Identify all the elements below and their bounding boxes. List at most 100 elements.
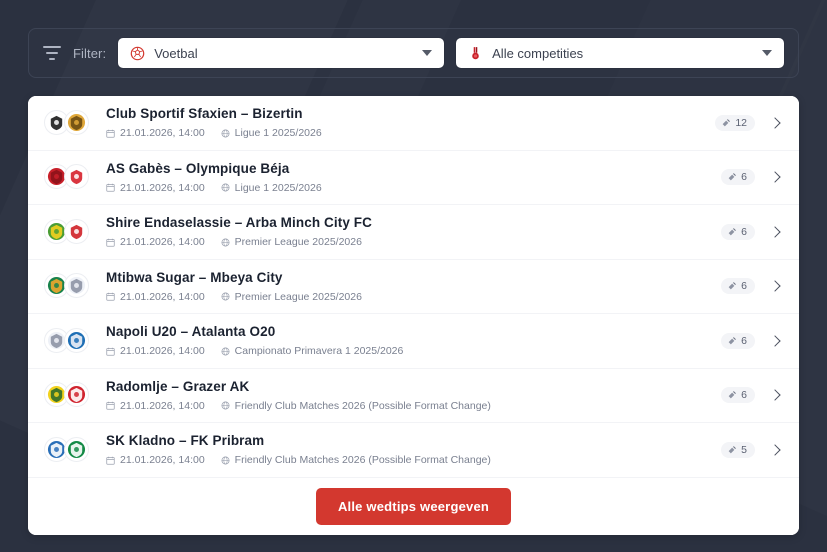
tips-count: 12 [735, 116, 747, 129]
team-logos [44, 436, 92, 463]
row-actions: 6 [721, 278, 781, 295]
tips-count: 5 [741, 443, 747, 456]
chevron-down-icon [762, 50, 772, 56]
chevron-right-icon[interactable] [769, 389, 781, 401]
filter-bar: Filter: Voetbal Alle competities [28, 28, 799, 78]
match-info: AS Gabès – Olympique Béja 21.01.2026, 14:… [106, 161, 721, 194]
team-logos [44, 109, 92, 136]
chevron-down-icon [422, 50, 433, 56]
tips-count-badge: 6 [721, 387, 755, 404]
away-team-logo [64, 164, 89, 190]
match-info: Napoli U20 – Atalanta O20 21.01.2026, 14:… [106, 324, 721, 357]
table-row[interactable]: Club Sportif Sfaxien – Bizertin 21.01.202… [28, 96, 799, 151]
match-info: SK Kladno – FK Pribram 21.01.2026, 14:00 F… [106, 433, 721, 466]
soccer-ball-icon [130, 46, 145, 60]
chevron-right-icon[interactable] [769, 171, 781, 183]
match-info: Shire Endaselassie – Arba Minch City FC 2… [106, 215, 721, 248]
away-team-logo [64, 382, 89, 408]
table-row[interactable]: Radomlje – Grazer AK 21.01.2026, 14:00 Fri… [28, 368, 799, 423]
team-logos [44, 273, 92, 299]
tips-count-badge: 6 [721, 169, 755, 186]
globe-icon [221, 238, 230, 247]
tips-count: 6 [741, 225, 747, 238]
row-actions: 6 [721, 332, 781, 349]
calendar-icon [106, 129, 115, 138]
match-date: 21.01.2026, 14:00 [120, 181, 205, 194]
tips-icon [728, 282, 737, 290]
globe-icon [221, 183, 230, 192]
tips-icon [728, 391, 737, 399]
tips-icon [728, 445, 737, 454]
funnel-icon [43, 46, 61, 60]
away-team-logo [64, 436, 89, 462]
table-row[interactable]: Mtibwa Sugar – Mbeya City 21.01.2026, 14:… [28, 259, 799, 314]
table-row[interactable]: Napoli U20 – Atalanta O20 21.01.2026, 14:… [28, 314, 799, 369]
match-meta: 21.01.2026, 14:00 Premier League 2025/202… [106, 236, 721, 248]
calendar-icon [106, 238, 115, 247]
competition-select-value: Alle competities [492, 45, 584, 61]
tips-count-badge: 6 [721, 278, 755, 295]
match-info: Club Sportif Sfaxien – Bizertin 21.01.202… [106, 106, 715, 139]
table-row[interactable]: AS Gabès – Olympique Béja 21.01.2026, 14:… [28, 150, 799, 205]
match-teams: Club Sportif Sfaxien – Bizertin [106, 106, 303, 122]
card-footer: Alle wedtips weergeven [28, 477, 799, 535]
match-date: 21.01.2026, 14:00 [120, 127, 205, 140]
chevron-right-icon[interactable] [769, 226, 781, 238]
away-team-logo [64, 273, 89, 299]
match-teams: SK Kladno – FK Pribram [106, 433, 265, 449]
row-actions: 6 [721, 387, 781, 404]
match-teams: Radomlje – Grazer AK [106, 378, 250, 394]
match-meta: 21.01.2026, 14:00 Ligue 1 2025/2026 [106, 182, 721, 194]
match-teams: Mtibwa Sugar – Mbeya City [106, 269, 283, 285]
chevron-right-icon[interactable] [769, 444, 781, 456]
home-team-logo [44, 109, 69, 135]
away-team-logo [64, 218, 89, 244]
match-teams: AS Gabès – Olympique Béja [106, 160, 290, 176]
calendar-icon [106, 347, 115, 356]
tips-icon [728, 173, 737, 181]
team-logos [44, 327, 92, 354]
show-all-tips-button[interactable]: Alle wedtips weergeven [315, 487, 512, 525]
tips-count-badge: 6 [721, 223, 755, 240]
away-team-logo [64, 109, 89, 135]
calendar-icon [106, 401, 115, 410]
tips-icon [722, 118, 731, 127]
match-competition: Ligue 1 2025/2026 [234, 127, 322, 140]
calendar-icon [106, 183, 115, 192]
row-actions: 6 [721, 169, 781, 186]
tips-count: 6 [741, 280, 747, 293]
away-team-logo [64, 327, 89, 353]
team-logos [44, 218, 92, 245]
match-teams: Napoli U20 – Atalanta O20 [106, 324, 276, 340]
globe-icon [221, 292, 230, 301]
match-info: Radomlje – Grazer AK 21.01.2026, 14:00 Fri… [106, 379, 721, 412]
tips-count: 6 [741, 389, 747, 402]
match-info: Mtibwa Sugar – Mbeya City 21.01.2026, 14:… [106, 270, 721, 303]
table-row[interactable]: SK Kladno – FK Pribram 21.01.2026, 14:00 F… [28, 423, 799, 478]
match-list-card: Club Sportif Sfaxien – Bizertin 21.01.202… [28, 96, 799, 535]
tips-count: 6 [741, 334, 747, 347]
sport-select[interactable]: Voetbal [118, 38, 445, 68]
row-actions: 5 [721, 441, 781, 458]
team-logos [44, 164, 92, 190]
chevron-right-icon[interactable] [769, 117, 781, 129]
tips-count: 6 [741, 171, 747, 184]
match-date: 21.01.2026, 14:00 [120, 399, 205, 412]
sport-select-value: Voetbal [154, 45, 198, 61]
match-meta: 21.01.2026, 14:00 Campionato Primavera 1 … [106, 345, 721, 357]
tips-icon [728, 227, 737, 236]
calendar-icon [106, 292, 115, 301]
globe-icon [221, 401, 230, 410]
match-date: 21.01.2026, 14:00 [120, 236, 205, 249]
chevron-right-icon[interactable] [769, 280, 781, 292]
table-row[interactable]: Shire Endaselassie – Arba Minch City FC 2… [28, 205, 799, 260]
tips-count-badge: 6 [721, 332, 755, 349]
row-actions: 6 [721, 223, 781, 240]
match-competition: Premier League 2025/2026 [234, 236, 362, 249]
match-teams: Shire Endaselassie – Arba Minch City FC [106, 215, 372, 231]
match-competition: Premier League 2025/2026 [234, 290, 362, 303]
page-container: Filter: Voetbal Alle competities [28, 28, 799, 535]
match-date: 21.01.2026, 14:00 [120, 345, 205, 358]
chevron-right-icon[interactable] [769, 335, 781, 347]
competition-select[interactable]: Alle competities [456, 38, 784, 68]
